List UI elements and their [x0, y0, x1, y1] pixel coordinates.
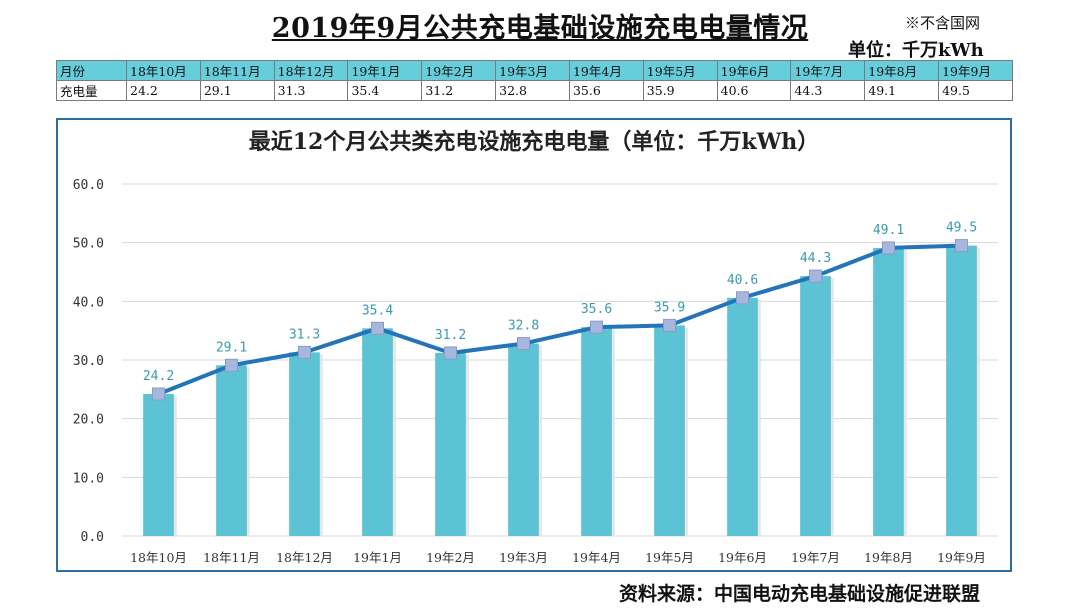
y-tick-label: 60.0 [73, 178, 104, 193]
data-label: 35.9 [654, 300, 685, 315]
value-cell: 40.6 [716, 80, 792, 101]
value-cell: 35.6 [568, 80, 644, 101]
y-tick-label: 50.0 [73, 237, 104, 252]
month-cell: 19年9月 [938, 60, 1013, 81]
point-marker [955, 239, 968, 253]
bar [946, 245, 977, 536]
row-label-month: 月份 [56, 60, 127, 81]
y-tick-label: 40.0 [73, 295, 104, 310]
bar [362, 328, 393, 536]
data-label: 40.6 [727, 273, 758, 288]
value-cell: 24.2 [126, 80, 201, 101]
data-label: 44.3 [800, 251, 831, 266]
value-cell: 35.4 [347, 80, 423, 101]
month-cell: 19年4月 [568, 60, 644, 81]
month-cell: 18年10月 [126, 60, 201, 81]
data-label: 31.2 [435, 328, 466, 343]
data-label: 49.5 [946, 221, 977, 236]
x-tick-label: 18年11月 [203, 550, 260, 565]
unit-label: 单位：千万kWh [848, 40, 984, 61]
data-label: 35.4 [362, 303, 393, 318]
row-label-charge: 充电量 [56, 80, 127, 101]
month-cell: 18年12月 [273, 60, 349, 81]
point-marker [517, 337, 530, 351]
bar [508, 343, 539, 536]
y-tick-label: 20.0 [73, 413, 104, 428]
source-note: 资料来源：中国电动充电基础设施促进联盟 [619, 583, 981, 605]
table-value-row: 充电量 24.2 29.1 31.3 35.4 31.2 32.8 35.6 3… [56, 80, 1013, 101]
bar [216, 365, 247, 536]
point-marker [736, 291, 749, 305]
chart-panel: 最近12个月公共类充电设施充电电量（单位：千万kWh） 0.0 10.0 20.0 3… [56, 118, 1012, 572]
point-marker [809, 269, 822, 283]
x-tick-label: 18年12月 [276, 550, 333, 565]
value-cell: 29.1 [199, 80, 275, 101]
x-tick-label: 19年9月 [937, 550, 986, 565]
bar [143, 394, 174, 536]
month-cell: 19年5月 [642, 60, 718, 81]
month-cell: 19年7月 [790, 60, 866, 81]
y-tick-label: 10.0 [73, 471, 104, 486]
x-tick-label: 19年3月 [499, 550, 548, 565]
table-header-row: 月份 18年10月 18年11月 18年12月 19年1月 19年2月 19年3… [56, 60, 1013, 81]
point-marker [590, 320, 603, 334]
x-tick-label: 19年5月 [645, 550, 694, 565]
data-table: 月份 18年10月 18年11月 18年12月 19年1月 19年2月 19年3… [56, 60, 1013, 101]
data-label: 29.1 [216, 340, 247, 355]
bar [873, 247, 904, 536]
page-title: 2019年9月公共充电基础设施充电电量情况 [271, 13, 809, 44]
month-cell: 18年11月 [199, 60, 275, 81]
data-label: 24.2 [143, 369, 174, 384]
bar [800, 276, 831, 536]
bar [581, 327, 612, 536]
chart-title: 最近12个月公共类充电设施充电电量（单位：千万kWh） [248, 129, 820, 155]
x-tick-label: 19年2月 [426, 550, 475, 565]
value-cell: 32.8 [495, 80, 570, 101]
point-marker [444, 346, 457, 360]
x-tick-label: 19年4月 [572, 550, 621, 565]
y-tick-label: 0.0 [81, 530, 104, 545]
x-tick-label: 19年8月 [864, 550, 913, 565]
bar [289, 352, 320, 536]
exclusion-note: ※不含国网 [905, 14, 981, 32]
x-tick-label: 19年6月 [718, 550, 767, 565]
x-tick-label: 19年1月 [353, 550, 402, 565]
x-tick-label: 19年7月 [791, 550, 840, 565]
bar-line-chart: 0.0 10.0 20.0 30.0 40.0 50.0 60.0 24.2 29.1 31.3 3… [73, 178, 998, 565]
x-tick-label: 18年10月 [130, 550, 187, 565]
month-cell: 19年6月 [716, 60, 792, 81]
value-cell: 31.2 [421, 80, 497, 101]
value-cell: 49.1 [864, 80, 940, 101]
point-marker [371, 321, 384, 335]
data-label: 35.6 [581, 302, 612, 317]
point-marker [882, 241, 895, 255]
point-marker [225, 358, 238, 372]
month-cell: 19年8月 [864, 60, 940, 81]
series-line [157, 243, 962, 396]
month-cell: 19年1月 [347, 60, 423, 81]
data-label: 32.8 [508, 319, 539, 334]
bar [435, 352, 466, 536]
y-tick-label: 30.0 [73, 354, 104, 369]
value-cell: 49.5 [938, 80, 1013, 101]
value-cell: 35.9 [642, 80, 718, 101]
value-cell: 44.3 [790, 80, 866, 101]
data-label: 31.3 [289, 327, 320, 342]
month-cell: 19年2月 [421, 60, 497, 81]
month-cell: 19年3月 [495, 60, 570, 81]
point-marker [152, 387, 165, 401]
data-label: 49.1 [873, 223, 904, 238]
value-cell: 31.3 [273, 80, 349, 101]
point-marker [663, 318, 676, 332]
point-marker [298, 345, 311, 359]
bar [654, 325, 685, 536]
bar [727, 297, 758, 536]
